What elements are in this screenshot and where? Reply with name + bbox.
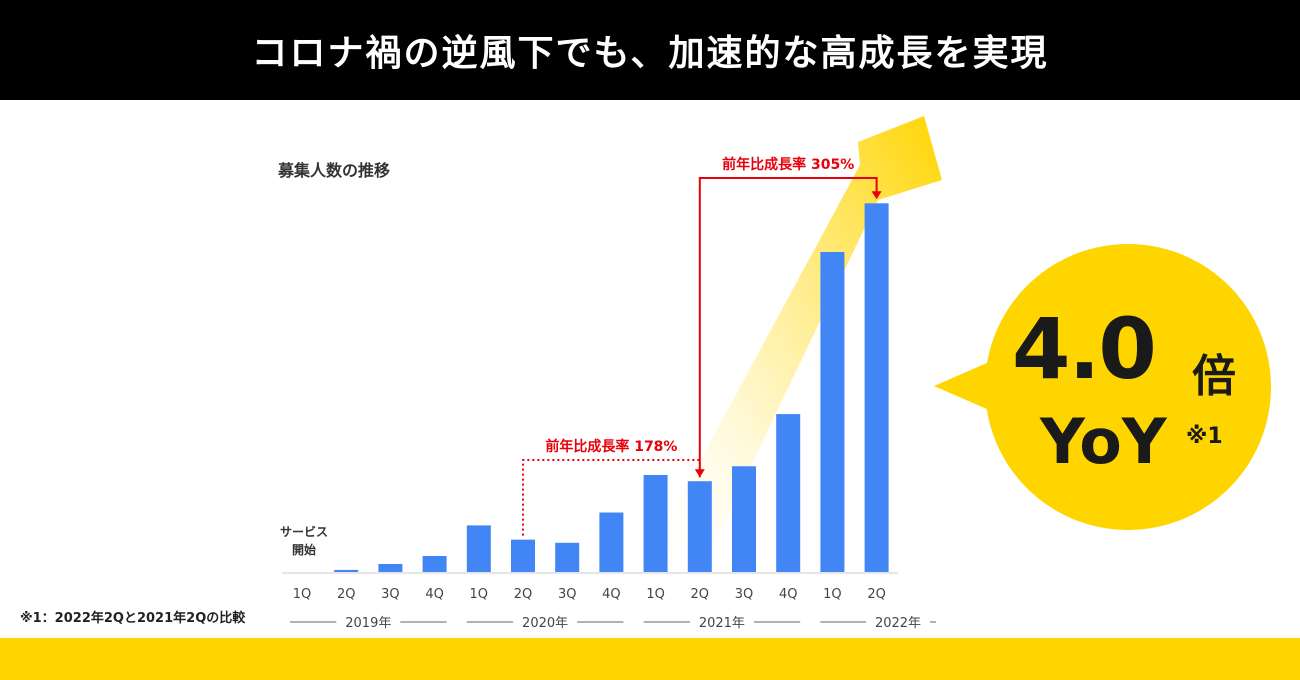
x-tick-label-12: 1Q [823, 587, 842, 602]
year-label-1: 2020年 [522, 616, 568, 631]
bar-3 [422, 556, 447, 572]
x-tick-label-6: 3Q [558, 587, 577, 602]
service-start-label-1: 開始 [292, 542, 316, 557]
footnote: ※1：2022年2Qと2021年2Qの比較 [20, 611, 246, 626]
x-tick-label-0: 1Q [293, 587, 312, 602]
x-tick-label-3: 4Q [425, 587, 444, 602]
x-tick-label-4: 1Q [470, 587, 489, 602]
x-tick-label-10: 3Q [735, 587, 754, 602]
service-start-label-0: サービス [280, 524, 328, 539]
bar-4 [466, 525, 491, 572]
annotation-connector-1 [698, 177, 878, 478]
x-tick-label-2: 3Q [381, 587, 400, 602]
bar-13 [864, 203, 889, 572]
callout-unit: 倍 [1192, 351, 1236, 402]
x-tick-label-5: 2Q [514, 587, 533, 602]
annotation-label-1: 前年比成長率 305% [722, 156, 854, 173]
annotation-arrowhead-1 [871, 191, 882, 200]
year-label-2: 2021年 [699, 616, 745, 631]
x-tick-label-7: 4Q [602, 587, 621, 602]
x-tick-label-9: 2Q [691, 587, 710, 602]
year-label-3: 2022年 [875, 616, 921, 631]
x-tick-label-1: 2Q [337, 587, 356, 602]
bar-6 [555, 542, 580, 572]
x-tick-label-11: 4Q [779, 587, 798, 602]
chart-title: 募集人数の推移 [278, 161, 391, 180]
growth-arrow [640, 116, 942, 572]
bar-11 [776, 414, 801, 572]
callout-yoy: YoY [1040, 405, 1167, 478]
bar-5 [511, 539, 535, 572]
bar-7 [599, 512, 624, 572]
bar-1 [334, 569, 359, 572]
annotation-label-0: 前年比成長率 178% [545, 438, 677, 455]
bar-9 [687, 481, 712, 572]
callout-circle [985, 244, 1271, 530]
bar-10 [732, 466, 756, 572]
bar-8 [643, 474, 668, 572]
footer-band [0, 638, 1300, 680]
year-label-0: 2019年 [345, 616, 391, 631]
x-tick-label-8: 1Q [646, 587, 665, 602]
page-title: コロナ禍の逆風下でも、加速的な高成長を実現 [251, 33, 1049, 74]
x-tick-label-13: 2Q [867, 587, 886, 602]
callout-multiplier: 4.0 [1012, 300, 1157, 398]
header-banner: コロナ禍の逆風下でも、加速的な高成長を実現 [0, 0, 1300, 100]
callout-note-mark: ※1 [1186, 424, 1223, 449]
bar-2 [378, 564, 403, 572]
bar-12 [820, 252, 845, 572]
